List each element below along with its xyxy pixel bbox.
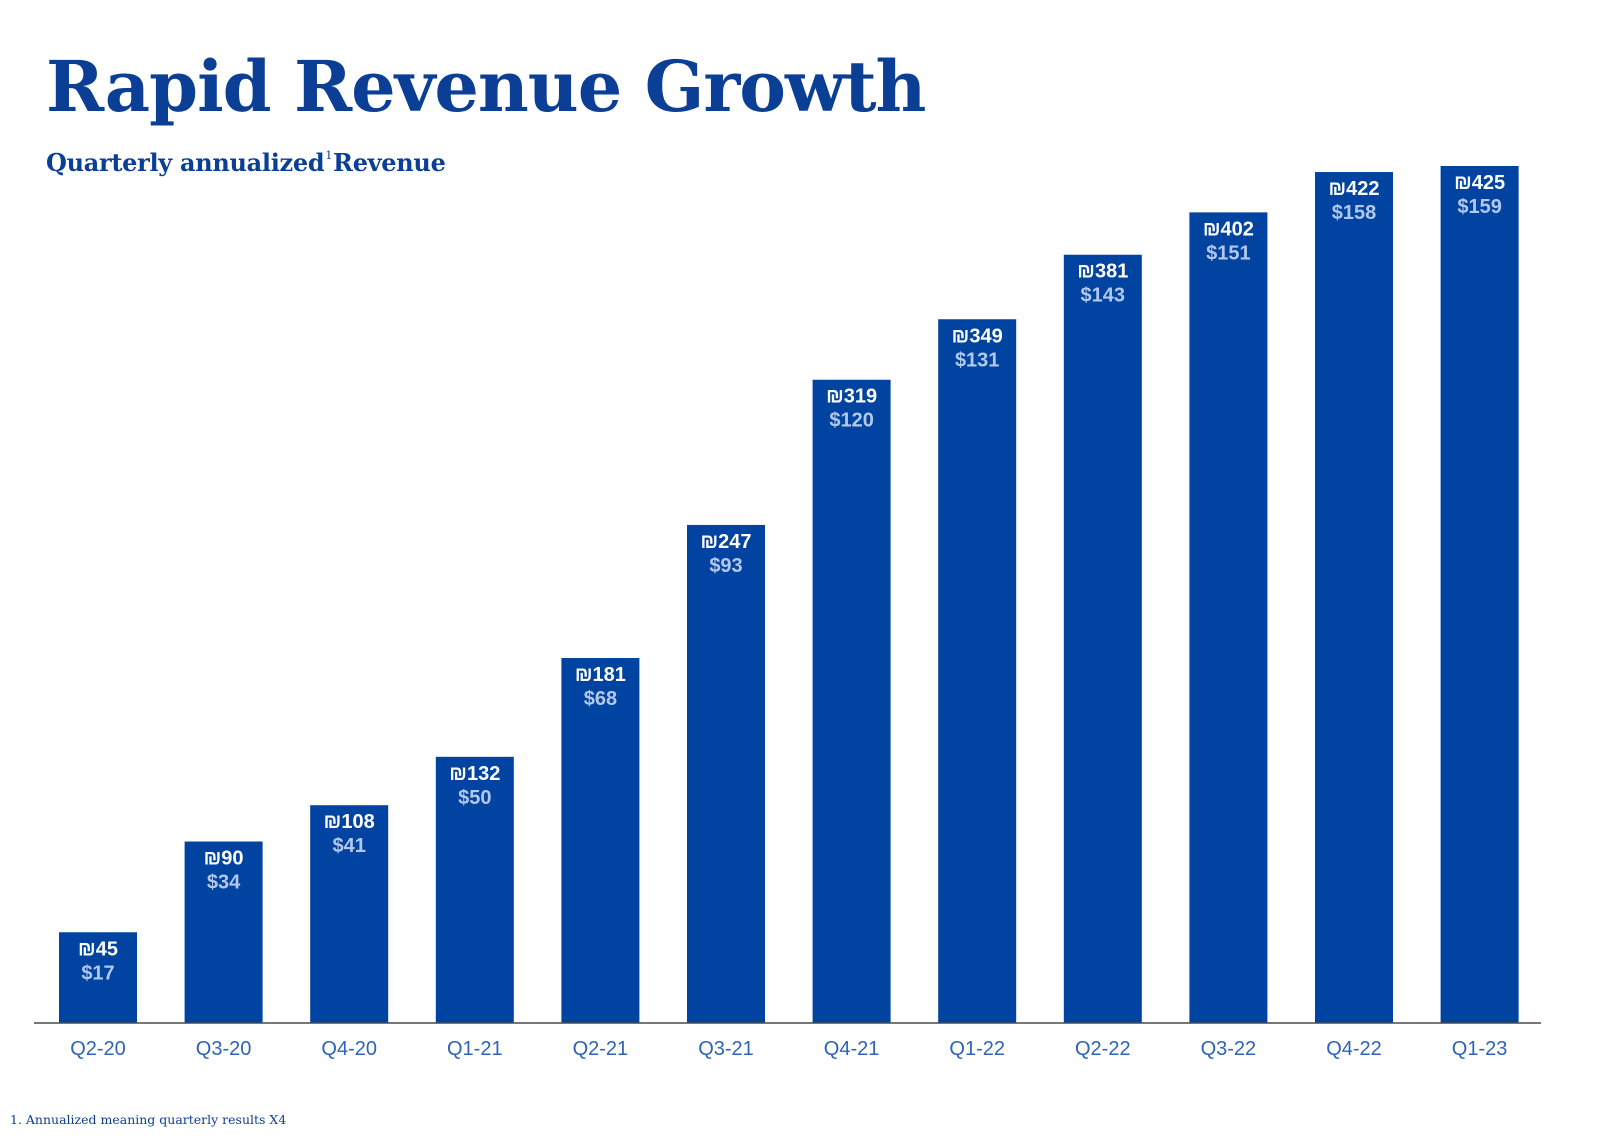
data-label-secondary: $143 bbox=[1081, 285, 1126, 307]
bar-Q1-22 bbox=[938, 319, 1017, 1023]
data-label-primary: ₪422 bbox=[1328, 178, 1379, 200]
chart-subtitle: Quarterly annualized1Revenue bbox=[46, 148, 446, 177]
x-tick-label: Q2-20 bbox=[70, 1038, 126, 1060]
bar-Q3-20 bbox=[184, 841, 263, 1023]
data-label-secondary: $93 bbox=[709, 555, 742, 577]
data-label-primary: ₪319 bbox=[826, 386, 877, 408]
data-label-secondary: $17 bbox=[81, 962, 114, 984]
bar-Q4-20 bbox=[310, 805, 389, 1023]
bar-Q4-22 bbox=[1315, 172, 1393, 1023]
bar-Q1-21 bbox=[435, 756, 514, 1023]
bar-Q3-22 bbox=[1189, 212, 1268, 1023]
x-tick-label: Q3-21 bbox=[698, 1038, 754, 1060]
x-tick-label: Q3-22 bbox=[1201, 1038, 1257, 1060]
data-label-primary: ₪181 bbox=[575, 664, 626, 686]
bar-Q3-21 bbox=[687, 524, 765, 1023]
bar-Q2-22 bbox=[1063, 254, 1142, 1023]
data-label-primary: ₪247 bbox=[700, 531, 751, 553]
x-tick-label: Q3-20 bbox=[196, 1038, 252, 1060]
data-label-primary: ₪132 bbox=[449, 763, 500, 785]
data-label-secondary: $120 bbox=[829, 410, 874, 432]
data-label-primary: ₪425 bbox=[1454, 172, 1505, 194]
data-label-primary: ₪90 bbox=[204, 848, 244, 870]
data-label-primary: ₪45 bbox=[78, 938, 118, 960]
data-label-secondary: $50 bbox=[458, 787, 491, 809]
data-label-secondary: $68 bbox=[584, 688, 617, 710]
subtitle-text-end: Revenue bbox=[333, 148, 446, 177]
data-label-secondary: $131 bbox=[955, 349, 1000, 371]
x-tick-label: Q2-21 bbox=[573, 1038, 629, 1060]
data-label-secondary: $41 bbox=[333, 835, 366, 857]
footnote-marker: 1 bbox=[325, 149, 333, 162]
data-label-secondary: $158 bbox=[1332, 202, 1377, 224]
footnote: 1. Annualized meaning quarterly results … bbox=[10, 1112, 287, 1127]
bar-Q1-23 bbox=[1440, 166, 1519, 1023]
data-label-primary: ₪381 bbox=[1077, 261, 1128, 283]
chart-title: Rapid Revenue Growth bbox=[46, 45, 926, 128]
x-tick-label: Q4-20 bbox=[321, 1038, 377, 1060]
data-label-secondary: $34 bbox=[207, 872, 241, 894]
bar-Q4-21 bbox=[812, 379, 891, 1024]
data-label-secondary: $159 bbox=[1457, 196, 1502, 218]
x-tick-label: Q1-22 bbox=[949, 1038, 1005, 1060]
bar-Q2-20 bbox=[59, 932, 137, 1023]
data-label-secondary: $151 bbox=[1206, 242, 1251, 264]
x-tick-label: Q1-21 bbox=[447, 1038, 503, 1060]
data-label-primary: ₪349 bbox=[952, 325, 1003, 347]
x-tick-label: Q4-21 bbox=[824, 1038, 880, 1060]
x-tick-label: Q4-22 bbox=[1326, 1038, 1382, 1060]
subtitle-text: Quarterly annualized bbox=[46, 148, 325, 177]
x-tick-label: Q2-22 bbox=[1075, 1038, 1131, 1060]
x-tick-label: Q1-23 bbox=[1452, 1038, 1508, 1060]
revenue-bar-chart: ₪45$17 Q2-20 ₪90$34 Q3-20 ₪108$41 Q4-20 ₪132$5… bbox=[34, 166, 1541, 1060]
bar-Q2-21 bbox=[561, 658, 640, 1023]
data-label-primary: ₪402 bbox=[1203, 218, 1254, 240]
data-label-primary: ₪108 bbox=[324, 811, 375, 833]
